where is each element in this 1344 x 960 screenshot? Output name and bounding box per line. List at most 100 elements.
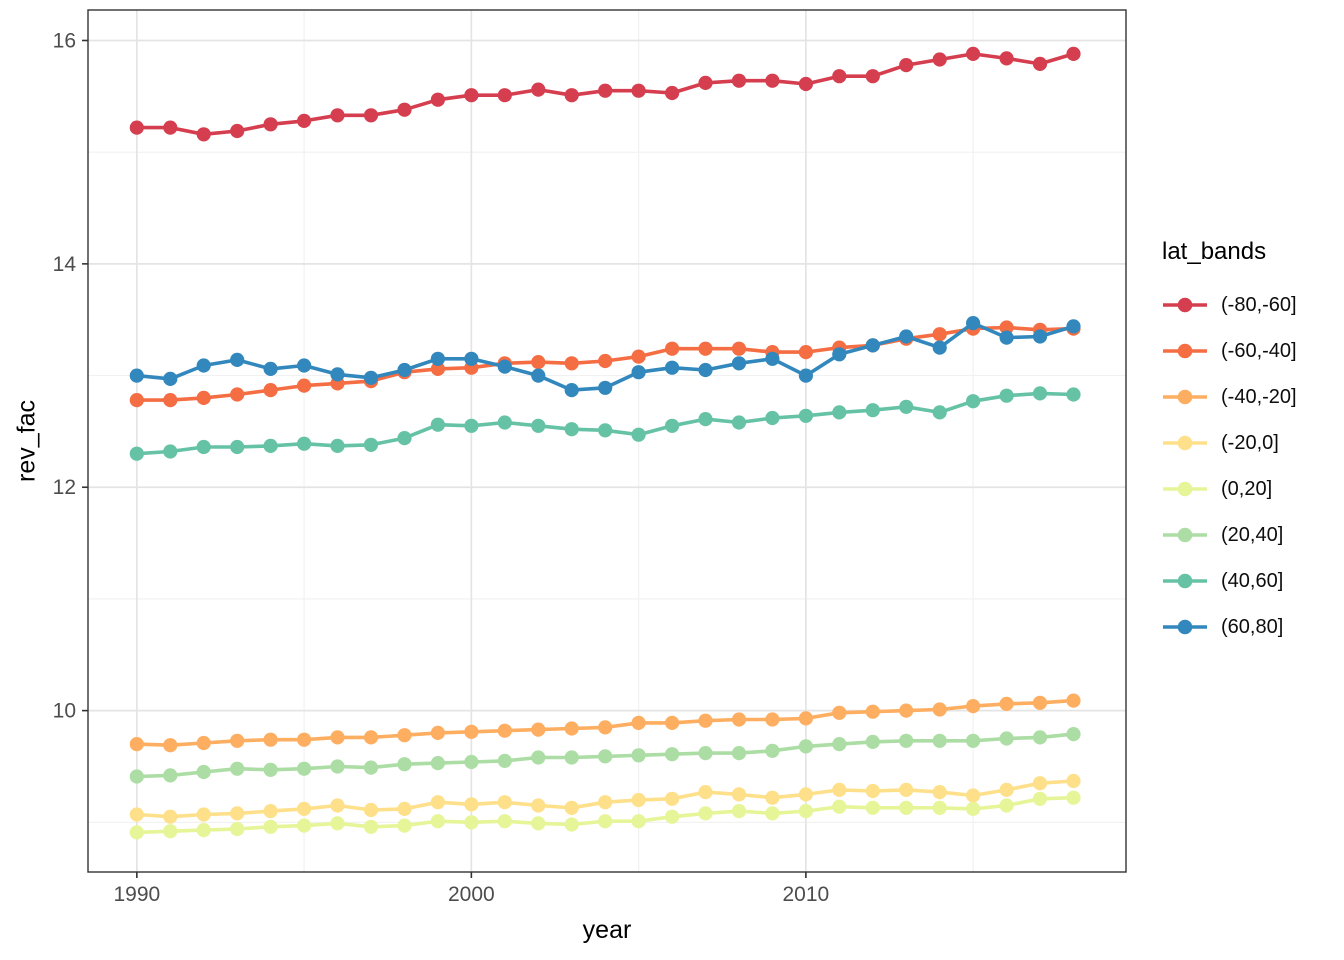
data-point — [129, 368, 144, 383]
data-point — [731, 787, 747, 802]
data-point — [531, 722, 546, 737]
data-point — [497, 359, 512, 374]
data-point — [798, 76, 814, 92]
data-point — [999, 320, 1014, 335]
data-point — [765, 410, 780, 426]
data-point — [430, 814, 445, 829]
data-point — [263, 762, 278, 777]
legend-item: (-40,-20] — [1162, 374, 1342, 420]
data-point — [263, 383, 278, 398]
data-point — [765, 743, 780, 758]
data-point — [765, 73, 780, 88]
legend-item: (40,60] — [1162, 558, 1342, 604]
data-point — [932, 405, 947, 420]
data-point — [598, 423, 613, 438]
data-point — [297, 113, 312, 128]
data-point — [430, 417, 445, 432]
data-point — [966, 699, 981, 714]
x-tick-label: 2010 — [783, 883, 830, 906]
data-point — [832, 799, 847, 814]
data-point — [698, 341, 713, 356]
data-point — [129, 825, 144, 840]
data-point — [497, 814, 512, 829]
data-point — [665, 85, 680, 101]
data-point — [196, 735, 211, 751]
data-point — [564, 356, 579, 371]
data-point — [966, 788, 981, 803]
legend-key-icon — [1163, 619, 1207, 635]
data-point — [932, 52, 947, 67]
data-point — [1066, 727, 1081, 742]
legend-item-label: (-20,0] — [1221, 431, 1279, 454]
data-point — [363, 370, 379, 385]
data-point — [129, 769, 144, 784]
data-point — [966, 733, 981, 748]
data-point — [464, 418, 479, 433]
data-point — [363, 802, 379, 818]
legend-item: (-80,-60] — [1162, 282, 1342, 328]
data-point — [966, 46, 981, 62]
data-point — [196, 764, 211, 780]
legend-item-label: (0,20] — [1221, 477, 1273, 500]
data-point — [1066, 693, 1081, 708]
data-point — [798, 804, 814, 819]
data-point — [899, 399, 914, 414]
data-point — [330, 798, 345, 813]
legend-item: (20,40] — [1162, 512, 1342, 558]
data-point — [598, 795, 613, 810]
data-point — [430, 725, 445, 741]
data-point — [564, 422, 579, 437]
data-point — [397, 362, 412, 378]
data-point — [430, 361, 445, 376]
legend-item: (-20,0] — [1162, 420, 1342, 466]
data-point — [765, 806, 780, 821]
data-point — [564, 817, 579, 832]
data-point — [430, 92, 445, 107]
x-tick-label: 1990 — [113, 883, 160, 906]
data-point — [230, 761, 245, 776]
data-point — [631, 427, 646, 442]
data-point — [932, 733, 947, 748]
data-point — [230, 806, 245, 821]
data-point — [999, 330, 1014, 345]
data-point — [999, 388, 1014, 403]
legend-title: lat_bands — [1162, 238, 1267, 265]
data-point — [798, 711, 814, 726]
legend-item-label: (-60,-40] — [1221, 339, 1297, 362]
data-point — [230, 821, 245, 837]
data-point — [497, 795, 512, 810]
data-point — [832, 737, 847, 752]
data-point — [129, 807, 144, 822]
data-point — [163, 371, 178, 386]
data-point — [397, 431, 412, 446]
data-point — [1032, 776, 1048, 791]
data-point — [129, 393, 144, 408]
data-point — [731, 73, 747, 88]
legend-key-icon — [1163, 343, 1207, 359]
legend-item-label: (60,80] — [1221, 615, 1284, 638]
data-point — [196, 823, 211, 838]
data-point — [196, 439, 211, 455]
data-point — [263, 732, 278, 747]
x-tick-label: 2000 — [448, 883, 495, 906]
panel-border — [87, 9, 1127, 873]
data-point — [999, 696, 1014, 712]
legend-key-icon — [1163, 481, 1207, 497]
data-point — [899, 58, 914, 73]
data-point — [631, 715, 646, 731]
data-point — [631, 748, 646, 763]
data-point — [598, 749, 613, 764]
data-point — [297, 358, 312, 373]
data-point — [330, 438, 345, 453]
data-point — [163, 768, 178, 783]
data-point — [598, 83, 613, 98]
data-point — [932, 327, 947, 342]
data-point — [798, 345, 814, 360]
data-point — [865, 783, 880, 799]
data-point — [932, 702, 947, 717]
data-point — [297, 378, 312, 393]
data-point — [665, 418, 680, 433]
data-point — [631, 365, 646, 380]
data-point — [564, 750, 579, 765]
data-point — [631, 349, 646, 364]
